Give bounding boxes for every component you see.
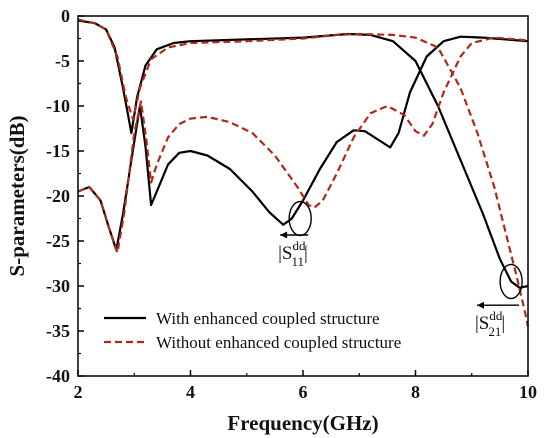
annotation-circle-1: [499, 263, 523, 300]
legend-label-1: Without enhanced coupled structure: [156, 333, 401, 352]
ticks-layer: 2 4 6 8 10 0 -5 -10 -15 -20 -25 -30 -35 -40: [46, 6, 537, 402]
y-tick-label-2: -10: [46, 96, 70, 116]
legend-label-0: With enhanced coupled structure: [156, 309, 380, 328]
series-without-s11dd: [77, 36, 529, 254]
annotations: |Sdd 11||Sdd 21|: [278, 200, 523, 339]
y-axis-title: S-parameters(dB): [5, 116, 29, 277]
y-tick-label-0: 0: [61, 6, 70, 26]
annotation-close-1: |: [501, 313, 505, 334]
annotation-main-0: |S: [278, 243, 292, 264]
annotation-sup-1: dd: [489, 308, 503, 323]
y-tick-label-5: -25: [46, 231, 70, 251]
y-tick-label-4: -20: [46, 186, 70, 206]
y-tick-label-6: -30: [46, 276, 70, 296]
annotation-close-0: |: [304, 243, 308, 264]
y-tick-label-8: -40: [46, 366, 70, 386]
series-layer: [77, 18, 530, 327]
y-tick-label-1: -5: [55, 51, 70, 71]
annotation-label-1: |Sdd 21|: [475, 308, 505, 339]
annotation-main-1: |S: [475, 313, 489, 334]
y-tick-label-3: -15: [46, 141, 70, 161]
series-without-s21dd: [77, 18, 530, 327]
x-tick-label-1: 4: [186, 382, 195, 402]
x-tick-label-0: 2: [74, 382, 83, 402]
series-with-s21dd: [77, 19, 529, 289]
x-tick-label-2: 6: [299, 382, 308, 402]
annotation-sub-0: 11: [292, 254, 305, 269]
x-tick-label-4: 10: [519, 382, 537, 402]
x-tick-label-3: 8: [411, 382, 420, 402]
annotation-arrowhead-1: [477, 301, 484, 309]
annotation-label-0: |Sdd 11|: [278, 238, 308, 269]
x-axis-title: Frequency(GHz): [227, 411, 378, 435]
y-tick-label-7: -35: [46, 321, 70, 341]
annotation-sub-1: 21: [488, 324, 501, 339]
annotation-arrowhead-0: [280, 231, 288, 239]
legend: With enhanced coupled structure Without e…: [104, 309, 401, 352]
annotation-sup-0: dd: [293, 238, 307, 253]
